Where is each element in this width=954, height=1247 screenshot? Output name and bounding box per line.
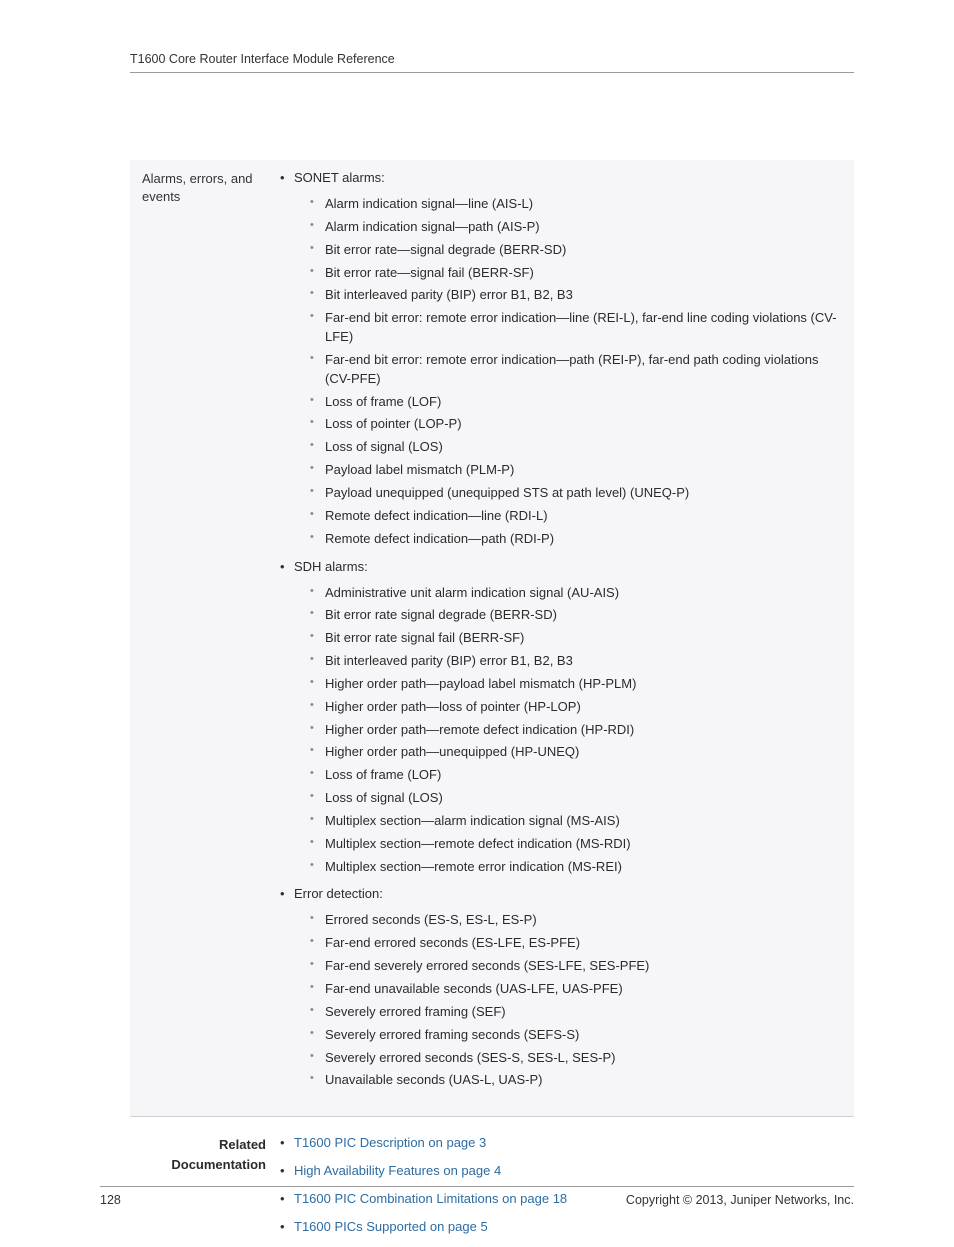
alarm-item: Payload label mismatch (PLM-P) — [310, 461, 842, 480]
alarm-item: Loss of signal (LOS) — [310, 438, 842, 457]
alarm-item: Remote defect indication—line (RDI-L) — [310, 507, 842, 526]
page-number: 128 — [100, 1193, 121, 1207]
alarm-item: Bit interleaved parity (BIP) error B1, B… — [310, 286, 842, 305]
alarm-item: Higher order path—payload label mismatch… — [310, 675, 842, 694]
related-link[interactable]: High Availability Features on page 4 — [294, 1163, 501, 1178]
alarm-item: Loss of signal (LOS) — [310, 789, 842, 808]
page-header: T1600 Core Router Interface Module Refer… — [130, 52, 854, 73]
group-title: Error detection: — [280, 886, 842, 901]
alarm-item: Far-end severely errored seconds (SES-LF… — [310, 957, 842, 976]
alarm-item: Payload unequipped (unequipped STS at pa… — [310, 484, 842, 503]
copyright-text: Copyright © 2013, Juniper Networks, Inc. — [626, 1193, 854, 1207]
related-link-item: T1600 PICs Supported on page 5 — [280, 1219, 854, 1234]
alarm-item: Alarm indication signal—path (AIS-P) — [310, 218, 842, 237]
row-label: Alarms, errors, and events — [130, 170, 280, 1100]
related-link-item: High Availability Features on page 4 — [280, 1163, 854, 1178]
alarm-item: Bit error rate signal fail (BERR-SF) — [310, 629, 842, 648]
header-title: T1600 Core Router Interface Module Refer… — [130, 52, 395, 66]
alarm-item: Severely errored framing (SEF) — [310, 1003, 842, 1022]
alarm-item: Unavailable seconds (UAS-L, UAS-P) — [310, 1071, 842, 1090]
alarm-item: Far-end bit error: remote error indicati… — [310, 351, 842, 389]
related-link-item: T1600 PIC Description on page 3 — [280, 1135, 854, 1150]
alarm-item: Errored seconds (ES-S, ES-L, ES-P) — [310, 911, 842, 930]
row-value: SONET alarms: Alarm indication signal—lin… — [280, 170, 854, 1100]
alarm-item: Bit interleaved parity (BIP) error B1, B… — [310, 652, 842, 671]
alarm-item: Severely errored framing seconds (SEFS-S… — [310, 1026, 842, 1045]
alarm-item: Loss of pointer (LOP-P) — [310, 415, 842, 434]
alarm-item: Administrative unit alarm indication sig… — [310, 584, 842, 603]
alarm-item: Bit error rate signal degrade (BERR-SD) — [310, 606, 842, 625]
alarm-item: Far-end errored seconds (ES-LFE, ES-PFE) — [310, 934, 842, 953]
alarm-group: Error detection: Errored seconds (ES-S, E… — [280, 886, 842, 1090]
group-title: SONET alarms: — [280, 170, 842, 185]
alarm-item: Severely errored seconds (SES-S, SES-L, … — [310, 1049, 842, 1068]
alarm-group: SDH alarms: Administrative unit alarm ind… — [280, 559, 842, 877]
alarm-item: Multiplex section—remote defect indicati… — [310, 835, 842, 854]
alarm-item: Higher order path—remote defect indicati… — [310, 721, 842, 740]
page-footer: 128 Copyright © 2013, Juniper Networks, … — [100, 1186, 854, 1207]
alarm-item: Far-end bit error: remote error indicati… — [310, 309, 842, 347]
alarm-item: Bit error rate—signal degrade (BERR-SD) — [310, 241, 842, 260]
alarm-item: Loss of frame (LOF) — [310, 393, 842, 412]
alarm-item: Remote defect indication—path (RDI-P) — [310, 530, 842, 549]
group-title: SDH alarms: — [280, 559, 842, 574]
related-link[interactable]: T1600 PIC Description on page 3 — [294, 1135, 486, 1150]
alarm-item: Higher order path—loss of pointer (HP-LO… — [310, 698, 842, 717]
alarm-item: Alarm indication signal—line (AIS-L) — [310, 195, 842, 214]
related-link[interactable]: T1600 PICs Supported on page 5 — [294, 1219, 488, 1234]
table-row: Alarms, errors, and events SONET alarms:… — [130, 160, 854, 1117]
alarm-item: Multiplex section—remote error indicatio… — [310, 858, 842, 877]
alarm-item: Higher order path—unequipped (HP-UNEQ) — [310, 743, 842, 762]
alarm-item: Bit error rate—signal fail (BERR-SF) — [310, 264, 842, 283]
content-area: Alarms, errors, and events SONET alarms:… — [130, 160, 854, 1247]
alarm-group: SONET alarms: Alarm indication signal—lin… — [280, 170, 842, 549]
alarm-item: Loss of frame (LOF) — [310, 766, 842, 785]
alarm-item: Multiplex section—alarm indication signa… — [310, 812, 842, 831]
alarm-item: Far-end unavailable seconds (UAS-LFE, UA… — [310, 980, 842, 999]
